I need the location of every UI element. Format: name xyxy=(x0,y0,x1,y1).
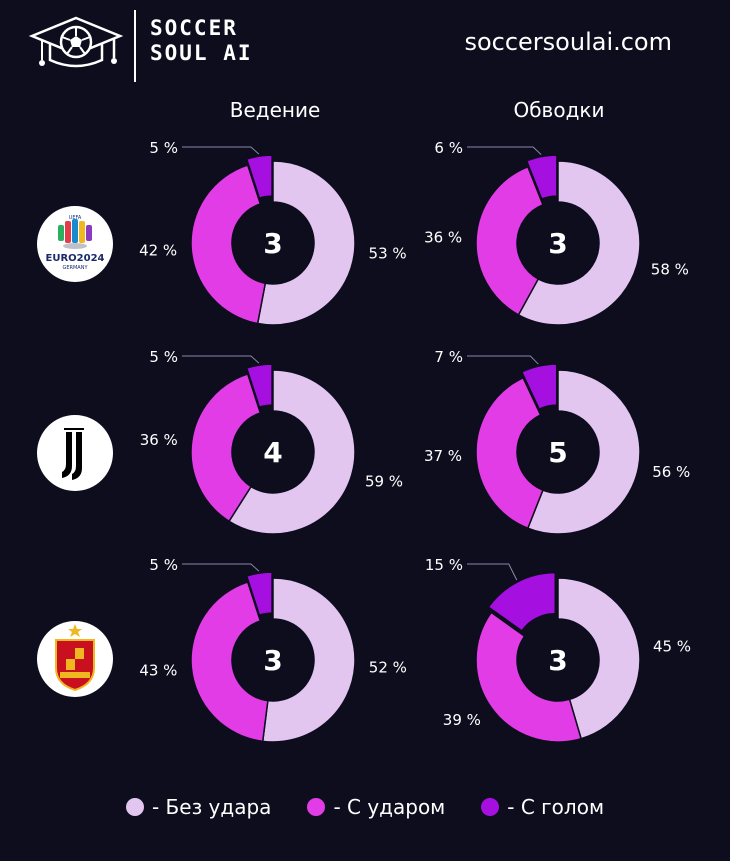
svg-text:EURO2024: EURO2024 xyxy=(46,253,105,264)
website-url: soccersoulai.com xyxy=(464,28,672,56)
column-title-take-ons: Обводки xyxy=(513,98,605,122)
donut-center-value: 3 xyxy=(263,227,282,260)
legend-dot-with-goal xyxy=(481,798,500,816)
donut-slice-with-shot xyxy=(475,165,544,316)
slice-label-with-goal: 5 % xyxy=(149,556,178,574)
donut-slice-with-shot xyxy=(190,164,267,325)
donut-take-ons-row-2: 45 % 39 % 15 % 3 xyxy=(425,556,691,743)
slice-label-no-shot: 53 % xyxy=(369,245,407,263)
donut-slice-no-shot xyxy=(557,577,641,740)
donut-center-value: 3 xyxy=(263,644,282,677)
leader-line xyxy=(467,146,542,155)
slice-label-with-goal: 15 % xyxy=(425,556,463,574)
donut-slice-with-goal xyxy=(245,571,273,617)
donut-take-ons-row-1: 56 % 37 % 7 % 5 xyxy=(424,348,690,535)
euro-2024-badge-icon: UEFA EURO2024 GERMANY xyxy=(37,206,113,282)
slice-label-with-shot: 36 % xyxy=(140,431,178,449)
spain-federation-badge-icon xyxy=(37,621,113,697)
legend-dot-no-shot xyxy=(125,798,144,816)
slice-label-no-shot: 56 % xyxy=(652,463,690,481)
logo-divider xyxy=(134,10,136,82)
legend-dot-with-shot xyxy=(307,798,326,816)
legend-item-with-shot: - С ударом xyxy=(307,795,445,819)
slice-label-with-shot: 36 % xyxy=(424,229,462,247)
donut-slice-with-shot xyxy=(190,581,269,743)
slice-label-with-goal: 5 % xyxy=(149,348,178,366)
brand-logo-text: SOCCER SOUL AI xyxy=(150,16,253,66)
donut-slice-with-shot xyxy=(190,373,262,523)
donut-slice-no-shot xyxy=(228,369,356,535)
legend-item-with-goal: - С голом xyxy=(481,795,604,819)
slice-label-with-shot: 37 % xyxy=(424,447,462,465)
header: SOCCER SOUL AI soccersoulai.com xyxy=(0,0,730,90)
column-title-dribbling: Ведение xyxy=(229,98,321,122)
leader-line xyxy=(182,355,260,364)
donut-center-value: 5 xyxy=(548,436,567,469)
donut-center-value: 3 xyxy=(548,227,567,260)
leader-line xyxy=(182,146,260,155)
leader-line xyxy=(467,563,518,581)
donut-slice-no-shot xyxy=(517,160,641,326)
legend-label-no-shot: - Без удара xyxy=(151,795,272,819)
leader-line xyxy=(467,355,539,365)
donut-take-ons-row-0: 58 % 36 % 6 % 3 xyxy=(424,139,689,326)
legend-label-with-goal: - С голом xyxy=(507,795,605,819)
slice-label-with-goal: 7 % xyxy=(434,348,463,366)
donut-slice-no-shot xyxy=(256,160,356,326)
donut-slice-no-shot xyxy=(261,577,356,743)
donut-slice-with-shot xyxy=(475,611,583,743)
leader-line xyxy=(182,563,260,572)
donut-dribbling-row-0: 53 % 42 % 5 % 3 xyxy=(139,139,407,326)
brand-logo-line1: SOCCER xyxy=(150,16,238,40)
slice-label-with-goal: 6 % xyxy=(434,139,463,157)
donut-slice-with-goal xyxy=(520,363,558,411)
slice-label-with-shot: 43 % xyxy=(139,662,177,680)
donut-slice-with-shot xyxy=(475,376,544,530)
donut-slice-with-goal xyxy=(487,571,557,632)
donut-slice-with-goal xyxy=(525,154,558,200)
slice-label-with-shot: 39 % xyxy=(443,711,481,729)
svg-text:UEFA: UEFA xyxy=(69,215,82,221)
legend-item-no-shot: - Без удара xyxy=(125,795,272,819)
donut-dribbling-row-2: 52 % 43 % 5 % 3 xyxy=(139,556,407,743)
juventus-badge-icon xyxy=(37,415,113,491)
legend: - Без удара - С ударом - С голом xyxy=(0,795,730,819)
svg-text:GERMANY: GERMANY xyxy=(62,265,88,271)
brand-logo-line2: SOUL AI xyxy=(150,41,253,65)
donut-slice-with-goal xyxy=(245,154,273,200)
legend-label-with-shot: - С ударом xyxy=(333,795,446,819)
soccer-ball-graduation-cap-icon xyxy=(28,16,124,68)
slice-label-with-shot: 42 % xyxy=(139,241,177,259)
slice-label-no-shot: 45 % xyxy=(653,637,691,655)
donut-center-value: 4 xyxy=(263,436,282,469)
donut-slice-no-shot xyxy=(526,369,641,535)
slice-label-no-shot: 59 % xyxy=(365,472,403,490)
slice-label-no-shot: 58 % xyxy=(651,260,689,278)
donut-dribbling-row-1: 59 % 36 % 5 % 4 xyxy=(140,348,403,535)
slice-label-with-goal: 5 % xyxy=(149,139,178,157)
slice-label-no-shot: 52 % xyxy=(369,658,407,676)
donut-center-value: 3 xyxy=(548,644,567,677)
donut-slice-with-goal xyxy=(245,363,273,409)
